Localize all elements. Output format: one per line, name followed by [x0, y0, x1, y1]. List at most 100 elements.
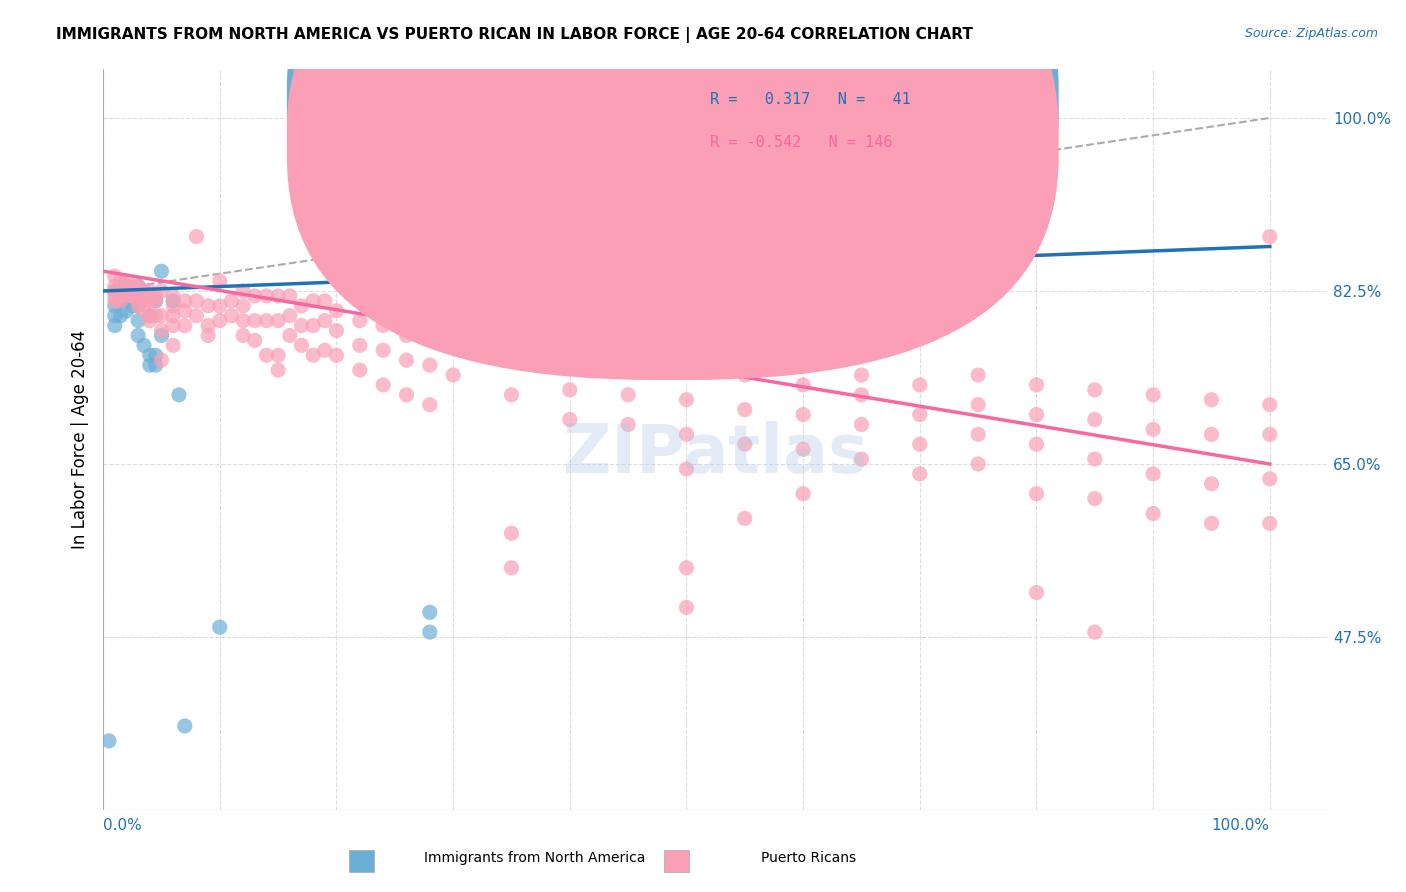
Point	[256, 313, 278, 327]
Text: Puerto Ricans: Puerto Ricans	[761, 851, 856, 865]
Point	[145, 348, 167, 362]
Point	[121, 289, 143, 303]
Point	[127, 284, 149, 298]
Point	[908, 437, 931, 451]
Point	[121, 284, 143, 298]
Point	[150, 264, 173, 278]
Point	[371, 343, 394, 358]
Point	[104, 309, 127, 323]
Point	[1258, 427, 1281, 442]
Point	[208, 620, 231, 634]
Point	[314, 293, 336, 308]
Point	[139, 313, 162, 327]
Point	[139, 289, 162, 303]
Point	[110, 293, 132, 308]
Point	[145, 358, 167, 372]
Point	[115, 279, 138, 293]
Point	[501, 526, 523, 541]
Point	[104, 284, 127, 298]
Point	[558, 412, 581, 426]
Text: IMMIGRANTS FROM NORTH AMERICA VS PUERTO RICAN IN LABOR FORCE | AGE 20-64 CORRELA: IMMIGRANTS FROM NORTH AMERICA VS PUERTO …	[56, 27, 973, 43]
Point	[162, 309, 184, 323]
Point	[851, 452, 873, 467]
Point	[115, 289, 138, 303]
Point	[132, 303, 155, 318]
Point	[208, 299, 231, 313]
Point	[441, 334, 464, 348]
Point	[162, 318, 184, 333]
Point	[1025, 437, 1047, 451]
Point	[127, 299, 149, 313]
Point	[110, 293, 132, 308]
Point	[314, 313, 336, 327]
Point	[290, 338, 312, 352]
Point	[371, 318, 394, 333]
Point	[150, 324, 173, 338]
Point	[115, 279, 138, 293]
Point	[395, 388, 418, 402]
Point	[908, 467, 931, 481]
Point	[139, 284, 162, 298]
Text: R =   0.317   N =   41: R = 0.317 N = 41	[710, 92, 910, 107]
Point	[278, 289, 301, 303]
Point	[1025, 408, 1047, 422]
Point	[1201, 427, 1223, 442]
Point	[115, 303, 138, 318]
Point	[197, 318, 219, 333]
Point	[1201, 516, 1223, 531]
Point	[302, 293, 325, 308]
Point	[127, 328, 149, 343]
Point	[145, 309, 167, 323]
Point	[395, 328, 418, 343]
Point	[110, 284, 132, 298]
Point	[792, 338, 814, 352]
Point	[121, 284, 143, 298]
Point	[267, 363, 290, 377]
Point	[127, 279, 149, 293]
Bar	[349, 850, 374, 872]
Point	[1084, 412, 1107, 426]
Point	[792, 442, 814, 457]
Point	[145, 293, 167, 308]
Point	[441, 279, 464, 293]
Point	[558, 318, 581, 333]
Point	[121, 299, 143, 313]
Text: R = -0.542   N = 146: R = -0.542 N = 146	[710, 136, 891, 150]
Point	[127, 279, 149, 293]
Point	[115, 293, 138, 308]
Point	[232, 284, 254, 298]
Point	[162, 338, 184, 352]
Point	[197, 328, 219, 343]
Point	[104, 293, 127, 308]
Point	[675, 392, 697, 407]
Point	[419, 605, 441, 619]
Point	[167, 388, 190, 402]
Point	[139, 309, 162, 323]
Point	[1025, 486, 1047, 500]
Point	[395, 353, 418, 368]
Point	[232, 299, 254, 313]
Point	[290, 299, 312, 313]
Point	[617, 358, 640, 372]
Point	[150, 284, 173, 298]
Point	[617, 388, 640, 402]
Point	[734, 402, 756, 417]
Point	[1258, 516, 1281, 531]
Point	[792, 378, 814, 392]
Point	[967, 457, 990, 471]
Point	[302, 318, 325, 333]
Bar	[664, 850, 689, 872]
Point	[221, 293, 243, 308]
Point	[1084, 491, 1107, 506]
Point	[617, 417, 640, 432]
Point	[110, 309, 132, 323]
Point	[173, 293, 195, 308]
Point	[267, 289, 290, 303]
Point	[1084, 452, 1107, 467]
Point	[652, 210, 675, 224]
Point	[302, 348, 325, 362]
Point	[232, 313, 254, 327]
Point	[121, 289, 143, 303]
Point	[186, 293, 208, 308]
Point	[967, 427, 990, 442]
